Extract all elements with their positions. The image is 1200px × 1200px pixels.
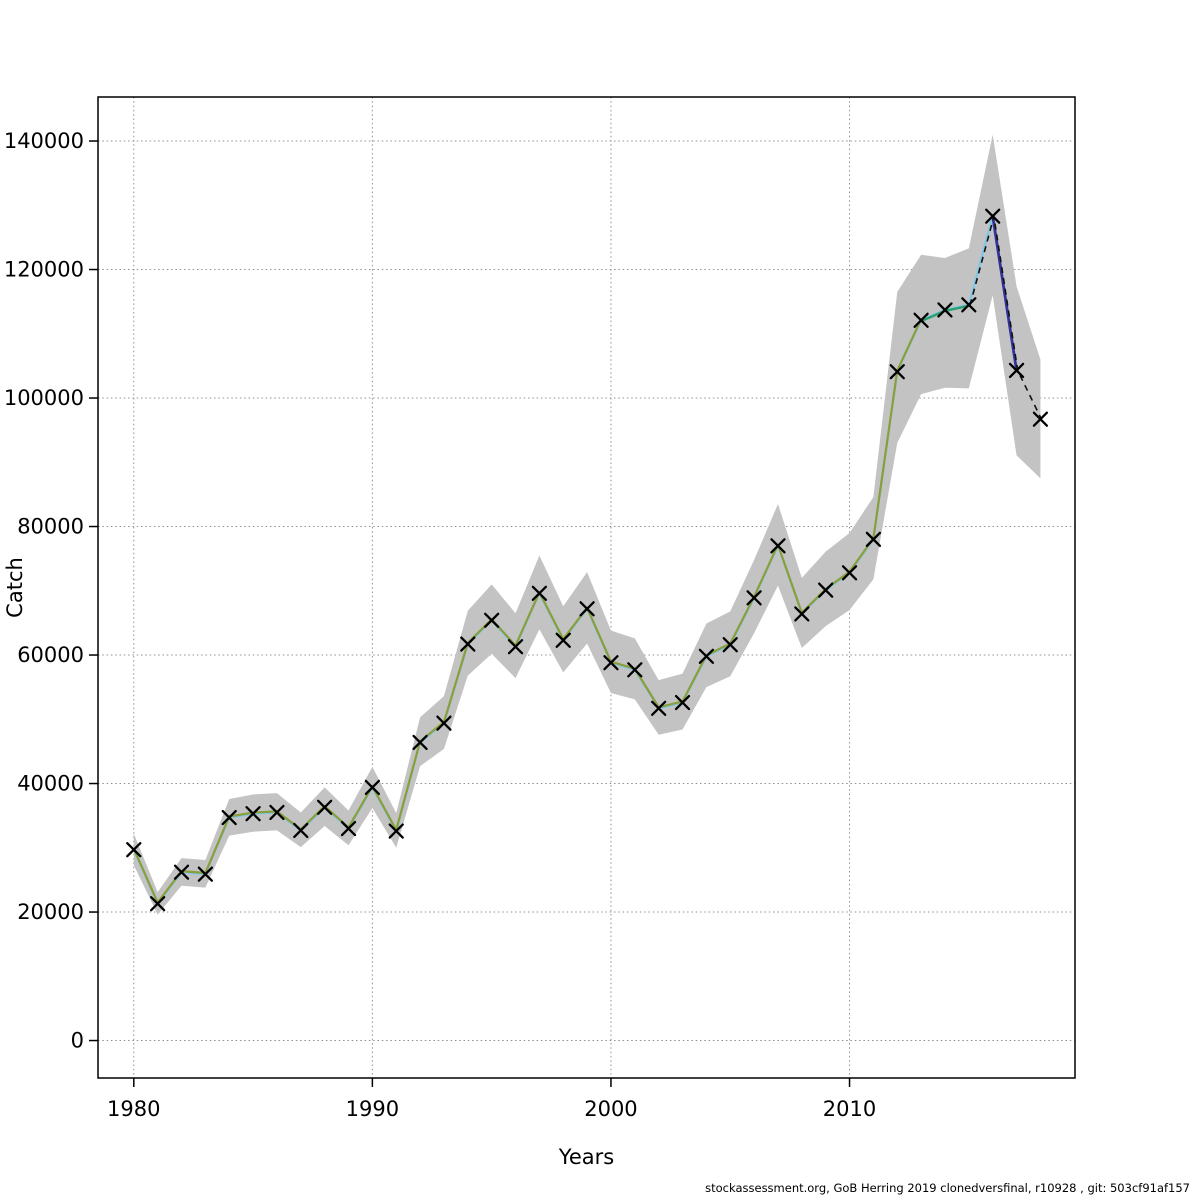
observed-catch-marker bbox=[770, 538, 786, 554]
plot-footer: stockassessment.org, GoB Herring 2019 cl… bbox=[705, 1181, 1190, 1195]
observed-catch-marker bbox=[317, 799, 333, 815]
x-tick-label: 2000 bbox=[584, 1097, 637, 1121]
observed-catch-marker bbox=[388, 823, 404, 839]
observed-catch-marker bbox=[961, 297, 977, 313]
observed-catch-marker bbox=[197, 866, 214, 882]
observed-catch-marker bbox=[674, 694, 691, 711]
x-axis-title: Years bbox=[558, 1145, 614, 1169]
observed-catch-marker bbox=[627, 662, 643, 678]
observed-catch-marker bbox=[579, 601, 595, 617]
observed-catch-marker bbox=[460, 636, 476, 652]
confidence-band bbox=[133, 134, 1041, 915]
y-tick-label: 140000 bbox=[4, 129, 84, 153]
observed-catch-marker bbox=[269, 804, 285, 821]
observed-catch-marker bbox=[865, 531, 882, 548]
observed-catch-marker bbox=[985, 208, 1001, 224]
observed-catch-marker bbox=[841, 565, 858, 581]
observed-catch-marker bbox=[818, 582, 834, 598]
forecast-dashed bbox=[969, 215, 1043, 420]
observed-catch-marker bbox=[913, 312, 929, 328]
observed-catch-marker bbox=[484, 612, 500, 628]
observed-catch-marker bbox=[1032, 411, 1049, 427]
observed-catch-marker bbox=[173, 864, 190, 880]
observed-catch-marker bbox=[722, 637, 738, 653]
observed-catch-marker bbox=[149, 896, 166, 912]
observed-catch-marker bbox=[412, 734, 428, 751]
observed-catch-marker bbox=[937, 302, 953, 318]
y-tick-label: 120000 bbox=[4, 258, 84, 282]
y-axis-title: Catch bbox=[3, 557, 27, 618]
observed-catch-marker bbox=[507, 639, 524, 655]
y-tick-label: 40000 bbox=[17, 772, 84, 796]
observed-catch-marker bbox=[555, 632, 571, 648]
observed-catch-marker bbox=[340, 820, 357, 837]
observed-catch-marker bbox=[651, 700, 667, 717]
observed-catch-marker bbox=[436, 715, 452, 731]
y-tick-label: 0 bbox=[71, 1029, 84, 1053]
observed-catch-marker bbox=[1008, 362, 1025, 379]
x-tick-label: 2010 bbox=[823, 1097, 876, 1121]
run-navy bbox=[991, 215, 1018, 371]
x-tick-label: 1990 bbox=[346, 1097, 399, 1121]
x-tick-label: 1980 bbox=[107, 1097, 160, 1121]
plot-frame bbox=[97, 96, 1076, 1079]
run-olive bbox=[132, 318, 923, 904]
observed-catch-marker bbox=[221, 809, 237, 826]
observed-catch-marker bbox=[603, 655, 619, 671]
observed-catch-marker bbox=[889, 364, 905, 380]
observed-catch-marker bbox=[746, 590, 762, 606]
observed-catch-marker bbox=[245, 806, 261, 822]
y-tick-label: 100000 bbox=[4, 386, 84, 410]
y-tick-label: 20000 bbox=[17, 900, 84, 924]
observed-catch-marker bbox=[794, 606, 810, 622]
observed-catch-marker bbox=[698, 648, 715, 664]
observed-catch-marker bbox=[126, 842, 142, 858]
observed-catch-marker bbox=[531, 585, 548, 601]
observed-catch-marker bbox=[364, 779, 381, 796]
y-tick-label: 60000 bbox=[17, 643, 84, 667]
y-tick-label: 80000 bbox=[17, 515, 84, 539]
observed-catch-marker bbox=[293, 822, 309, 839]
